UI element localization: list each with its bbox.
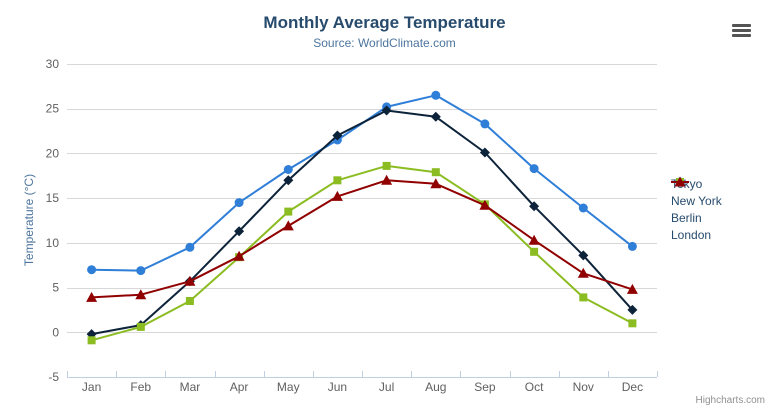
- xaxis-tick-label: Jun: [328, 380, 347, 394]
- yaxis-tick-label: 30: [46, 57, 60, 71]
- yaxis-tick-label: 10: [46, 236, 60, 250]
- chart-title: Monthly Average Temperature: [263, 13, 506, 32]
- xaxis-tick-label: Nov: [573, 380, 594, 394]
- legend-item-label: New York: [671, 194, 722, 208]
- hamburger-icon: [732, 28, 751, 32]
- chart-subtitle: Source: WorldClimate.com: [313, 36, 456, 50]
- xaxis-tick-label: Mar: [180, 380, 201, 394]
- xaxis-tick-label: May: [277, 380, 300, 394]
- legend-item-label: Berlin: [671, 211, 702, 225]
- xaxis-tick-label: Jul: [379, 380, 394, 394]
- legend-item-label: London: [671, 228, 712, 242]
- yaxis-tick-label: 20: [46, 146, 60, 160]
- yaxis-tick-label: 25: [46, 102, 60, 116]
- xaxis-tick-label: Apr: [230, 380, 249, 394]
- xaxis-tick-label: Sep: [474, 380, 496, 394]
- highcharts-credit-link[interactable]: Highcharts.com: [695, 395, 765, 406]
- xaxis-tick-label: Jan: [82, 380, 101, 394]
- legend-item-berlin[interactable]: Berlin: [671, 178, 722, 226]
- xaxis-tick-label: Oct: [525, 380, 544, 394]
- series-new-york: [86, 105, 638, 340]
- hamburger-icon: [732, 33, 751, 37]
- legend-item-new-york[interactable]: New York: [671, 177, 722, 209]
- hamburger-icon: [732, 23, 751, 27]
- xaxis-tick-label: Dec: [622, 380, 643, 394]
- series-london: [86, 174, 638, 302]
- yaxis-tick-label: 0: [52, 325, 59, 339]
- export-menu-button[interactable]: [731, 19, 757, 41]
- xaxis-tick-label: Aug: [425, 380, 446, 394]
- xaxis-tick-label: Feb: [130, 380, 151, 394]
- yaxis-tick-label: 15: [46, 191, 60, 205]
- yaxis-tick-label: 5: [52, 281, 59, 295]
- triangle-series-marker-icon: [671, 176, 689, 187]
- series-tokyo: [87, 90, 637, 276]
- legend-item-london[interactable]: London: [671, 176, 722, 243]
- legend: Tokyo New York Berlin London: [671, 176, 722, 244]
- yaxis-tick-label: -5: [48, 370, 59, 384]
